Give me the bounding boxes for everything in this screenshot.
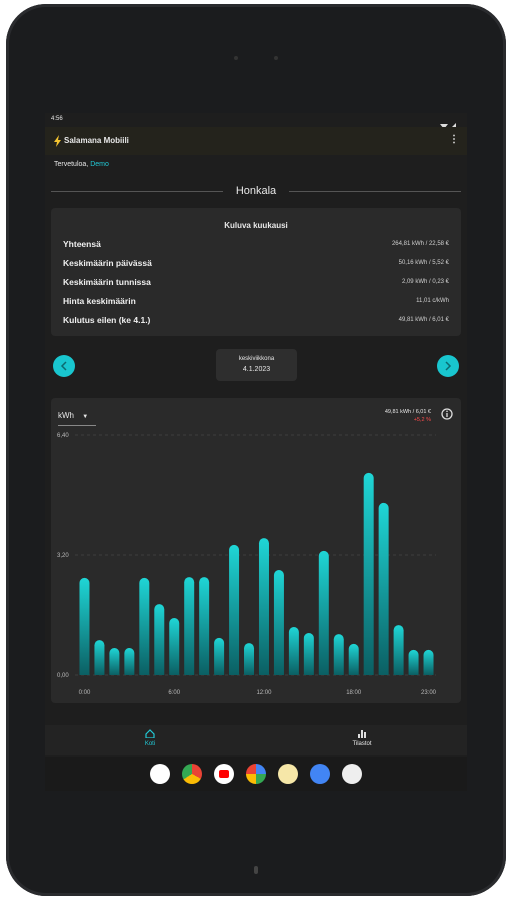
summary-title: Kuluva kuukausi [224,221,288,230]
y-tick-label: 6,40 [57,433,69,439]
bar [333,634,344,675]
nav-home-label: Koti [144,741,156,747]
bar [154,604,165,675]
app-icon-youtube[interactable] [214,764,234,784]
bar [423,649,434,675]
summary-row-label: Yhteensä [63,239,101,249]
bar [408,649,419,675]
youtube-logo [219,770,229,778]
app-icon-salamana[interactable] [278,764,298,784]
greeting: Tervetuloa, [54,161,89,168]
x-tick-label: 0:00 [79,690,91,696]
bar [288,627,299,675]
bar [79,577,90,675]
unit-dropdown[interactable]: kWh ▼ [58,411,88,420]
bar [184,577,195,675]
app-bar: Salamana Mobiili ⋮ [45,127,467,155]
menu-button[interactable]: ⋮ [449,134,459,145]
bottom-nav: Koti Tilastot [45,725,467,755]
x-tick-label: 12:00 [256,690,272,696]
app-icon-messages[interactable] [310,764,330,784]
y-tick-label: 3,20 [57,553,69,559]
app-title: Salamana Mobiili [64,136,129,145]
chart-card: kWh ▼ 49,81 kWh / 6,01 € +5,2 % [51,398,461,703]
bar [109,648,120,675]
summary-row-value: 11,01 c/kWh [416,298,449,304]
user-link[interactable]: Demo [90,161,109,168]
date-button[interactable]: keskiviikkona 4.1.2023 [216,349,297,381]
next-day-button[interactable] [437,355,459,377]
bar [199,577,210,675]
camera [274,56,278,60]
bar [169,618,180,675]
screen: 4:56 Salamana Mobiili ⋮ Tervetuloa, Demo… [45,113,467,791]
bar [258,538,269,675]
speaker [254,866,258,874]
prev-icon [60,361,67,371]
app-drawer[interactable] [342,764,362,784]
bar [303,633,314,675]
summary-card: Kuluva kuukausi Yhteensä 264,81 kWh / 22,… [51,208,461,336]
summary-row-label: Keskimäärin tunnissa [63,277,151,287]
bar [124,648,135,675]
y-tick-label: 0,00 [57,673,69,679]
nav-stats[interactable]: Tilastot [337,725,387,755]
dropdown-arrow: ▼ [82,414,89,420]
unit-label: kWh [58,411,74,420]
date-value: 4.1.2023 [242,366,271,373]
summary-row-label: Keskimäärin päivässä [63,258,152,268]
location-title: Honkala [235,185,277,197]
info-icon[interactable] [441,408,453,420]
bar-chart: 0,00 3,20 6,40 0:00 6:00 12:00 18:00 23:00 [57,433,437,696]
app-icon-photos[interactable] [246,764,266,784]
bar [318,550,329,675]
status-time: 4:56 [51,116,63,122]
date-weekday: keskiviikkona [238,356,275,362]
bar [348,643,359,675]
bar [214,637,225,675]
dropdown-underline [58,425,96,426]
bar [273,570,284,675]
bar [244,643,255,675]
divider [51,191,223,192]
home-icon [145,729,155,738]
bar [94,640,105,675]
logo [54,135,61,147]
sensor [234,56,238,60]
dock [45,757,467,791]
stats-icon [358,730,366,738]
status-icons [439,116,459,129]
bar [229,544,240,675]
prev-day-button[interactable] [53,355,75,377]
x-tick-label: 23:00 [421,690,437,696]
bar [378,502,389,675]
summary-row-value: 2,09 kWh / 0,23 € [401,279,449,285]
bar [393,625,404,675]
summary-row-label: Hinta keskimäärin [63,296,136,306]
chart-total: 49,81 kWh / 6,01 € [384,409,431,415]
summary-row-value: 264,81 kWh / 22,58 € [391,241,449,247]
summary-row-value: 50,16 kWh / 5,52 € [398,260,449,266]
nav-home[interactable]: Koti [125,725,175,755]
summary-row-value: 49,81 kWh / 6,01 € [398,317,449,323]
bar [363,472,374,675]
welcome: Tervetuloa, Demo [54,161,109,168]
divider [289,191,461,192]
app-icon-chrome[interactable] [182,764,202,784]
app-icon-gmail[interactable] [150,764,170,784]
bar [139,577,150,675]
summary-row-label: Kulutus eilen (ke 4.1.) [63,315,151,325]
x-tick-label: 6:00 [168,690,180,696]
nav-stats-label: Tilastot [352,741,372,747]
next-icon [445,361,452,371]
x-tick-label: 18:00 [346,690,362,696]
chart-change: +5,2 % [413,417,431,423]
